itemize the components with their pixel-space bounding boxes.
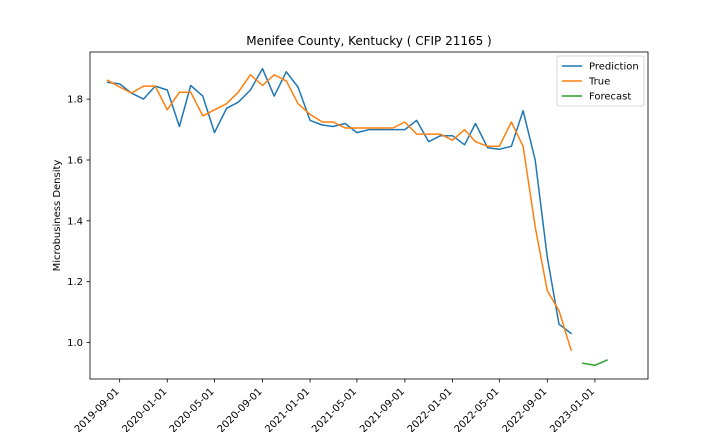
legend-label-forecast: Forecast	[589, 92, 631, 103]
series-line-true	[106, 74, 573, 352]
y-tick-label: 1.8	[67, 95, 83, 106]
y-axis: 1.0 1.2 1.4 1.6 1.8	[67, 95, 90, 349]
legend-label-prediction: Prediction	[589, 62, 639, 73]
y-axis-label: Microbusiness Density	[52, 160, 63, 272]
series-line-forecast	[581, 359, 608, 367]
plot-area	[106, 67, 608, 367]
y-tick-label: 1.0	[67, 338, 83, 349]
y-tick-label: 1.4	[67, 216, 83, 227]
legend: Prediction True Forecast	[556, 55, 645, 107]
legend-box	[556, 55, 645, 107]
y-tick-label: 1.6	[67, 155, 83, 166]
axes-frame	[89, 51, 649, 380]
y-tick-label: 1.2	[67, 277, 83, 288]
chart-title: Menifee County, Kentucky ( CFIP 21165 )	[246, 34, 492, 48]
legend-label-true: True	[588, 77, 610, 88]
